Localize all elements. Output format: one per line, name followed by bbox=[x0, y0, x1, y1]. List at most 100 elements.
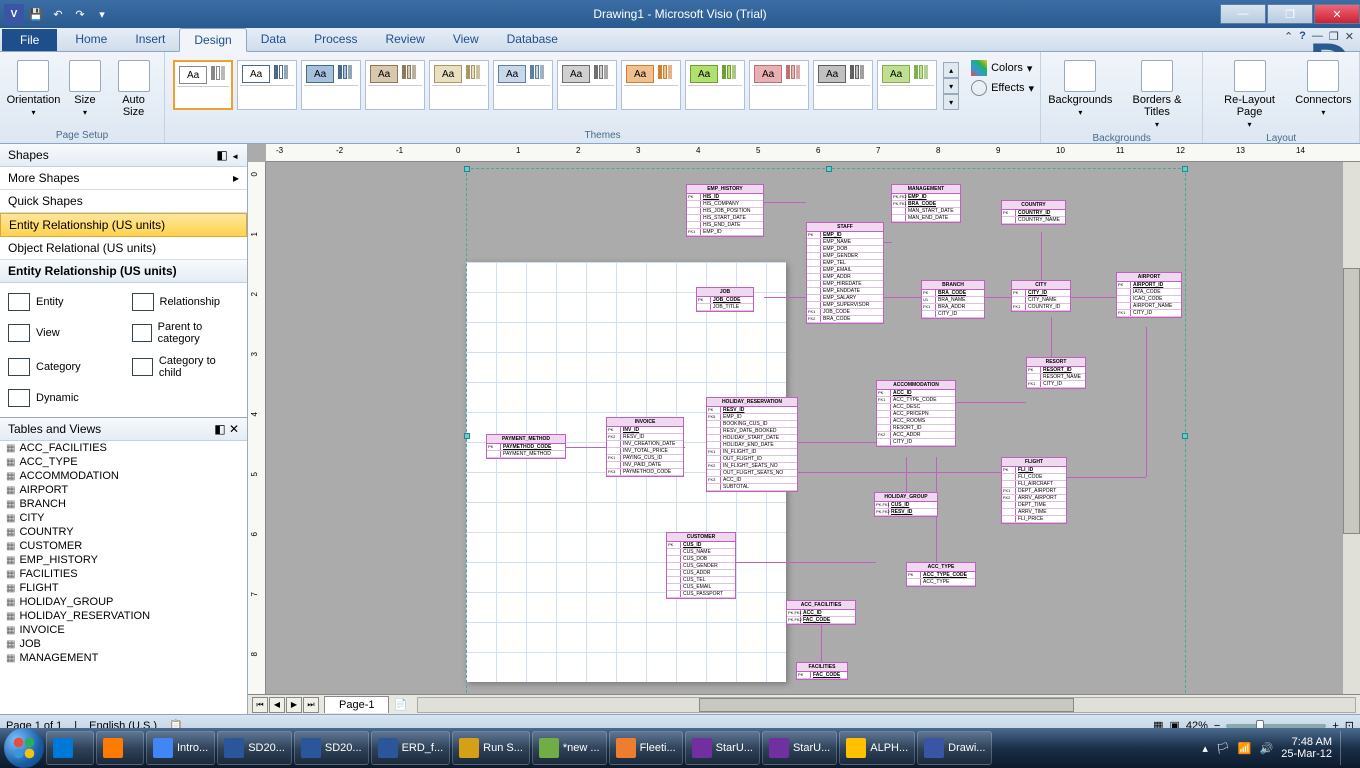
auto-size-button[interactable]: Auto Size bbox=[109, 58, 158, 120]
page-first-button[interactable]: ⏮ bbox=[252, 697, 268, 713]
theme-thumb-6[interactable]: Aa bbox=[557, 60, 617, 110]
page-next-button[interactable]: ▶ bbox=[286, 697, 302, 713]
relationship-line[interactable] bbox=[985, 297, 1011, 298]
table-flight[interactable]: FLIGHT bbox=[0, 581, 247, 595]
shapes-collapse-icon[interactable]: ◧ bbox=[216, 148, 227, 162]
entity-flight[interactable]: FLIGHTPKFLI_IDFLI_CODEFLI_AIRCRAFTFK1DEP… bbox=[1001, 457, 1067, 524]
themes-gallery[interactable]: AaAaAaAaAaAaAaAaAaAaAaAa bbox=[171, 58, 939, 112]
theme-thumb-5[interactable]: Aa bbox=[493, 60, 553, 110]
stencil-entity-relationship-us-units-[interactable]: Entity Relationship (US units) bbox=[0, 213, 247, 237]
ribbon-tab-database[interactable]: Database bbox=[493, 28, 572, 51]
table-holiday_reservation[interactable]: HOLIDAY_RESERVATION bbox=[0, 609, 247, 623]
tables-list[interactable]: ACC_FACILITIESACC_TYPEACCOMMODATIONAIRPO… bbox=[0, 441, 247, 714]
table-invoice[interactable]: INVOICE bbox=[0, 623, 247, 637]
table-job[interactable]: JOB bbox=[0, 637, 247, 651]
relationship-line[interactable] bbox=[821, 622, 822, 662]
table-acc_facilities[interactable]: ACC_FACILITIES bbox=[0, 441, 247, 455]
theme-thumb-3[interactable]: Aa bbox=[365, 60, 425, 110]
table-city[interactable]: CITY bbox=[0, 511, 247, 525]
relationship-line[interactable] bbox=[736, 562, 876, 563]
drawing-canvas[interactable]: EMP_HISTORYPKHIS_IDHIS_COMPANYHIS_JOB_PO… bbox=[266, 162, 1342, 694]
shape-relationship[interactable]: Relationship bbox=[128, 289, 244, 315]
table-facilities[interactable]: FACILITIES bbox=[0, 567, 247, 581]
shape-parent-to-category[interactable]: Parent to category bbox=[128, 317, 244, 349]
taskbar-item[interactable]: StarU... bbox=[762, 731, 837, 765]
entity-holiday_group[interactable]: HOLIDAY_GROUPPK,FK1CUS_IDPK,FK2RESV_ID bbox=[874, 492, 938, 517]
add-page-button[interactable]: 📄 bbox=[393, 698, 407, 711]
vertical-scrollbar[interactable] bbox=[1342, 162, 1360, 694]
entity-job[interactable]: JOBPKJOB_CODEJOB_TITLE bbox=[696, 287, 754, 312]
relationship-line[interactable] bbox=[1067, 477, 1146, 478]
table-airport[interactable]: AIRPORT bbox=[0, 483, 247, 497]
relationship-line[interactable] bbox=[1051, 317, 1052, 357]
taskbar-item[interactable]: Intro... bbox=[146, 731, 215, 765]
visio-icon[interactable]: V bbox=[4, 4, 24, 24]
table-branch[interactable]: BRANCH bbox=[0, 497, 247, 511]
table-accommodation[interactable]: ACCOMMODATION bbox=[0, 469, 247, 483]
tray-network-icon[interactable]: 📶 bbox=[1238, 742, 1252, 755]
show-desktop-button[interactable] bbox=[1340, 731, 1348, 765]
tray-flag-icon[interactable]: 🏳 bbox=[1216, 742, 1230, 755]
horizontal-scrollbar[interactable] bbox=[417, 697, 1356, 713]
taskbar-item[interactable]: SD20... bbox=[217, 731, 292, 765]
shape-dynamic[interactable]: Dynamic bbox=[4, 385, 120, 411]
orientation-button[interactable]: Orientation▾ bbox=[6, 58, 61, 119]
table-emp_history[interactable]: EMP_HISTORY bbox=[0, 553, 247, 567]
taskbar-item[interactable]: Fleeti... bbox=[609, 731, 683, 765]
shape-entity[interactable]: Entity bbox=[4, 289, 120, 315]
doc-close-icon[interactable]: ✕ bbox=[1345, 30, 1354, 43]
entity-city[interactable]: CITYPKCITY_IDCITY_NAMEFK1COUNTRY_ID bbox=[1011, 280, 1071, 312]
taskbar-item[interactable]: ALPH... bbox=[839, 731, 915, 765]
effects-dropdown[interactable]: Effects ▾ bbox=[971, 78, 1034, 98]
page-tab-1[interactable]: Page-1 bbox=[324, 696, 389, 713]
entity-acc_type[interactable]: ACC_TYPEPKACC_TYPE_CODEACC_TYPE bbox=[906, 562, 976, 587]
redo-icon[interactable]: ↷ bbox=[70, 4, 90, 24]
table-holiday_group[interactable]: HOLIDAY_GROUP bbox=[0, 595, 247, 609]
entity-country[interactable]: COUNTRYPKCOUNTRY_IDCOUNTRY_NAME bbox=[1001, 200, 1066, 225]
taskbar-item[interactable]: StarU... bbox=[685, 731, 760, 765]
ribbon-tab-home[interactable]: Home bbox=[61, 28, 121, 51]
file-tab[interactable]: File bbox=[2, 29, 57, 51]
doc-restore-icon[interactable]: ❐ bbox=[1329, 30, 1339, 43]
shape-category-to-child[interactable]: Category to child bbox=[128, 351, 244, 383]
backgrounds-button[interactable]: Backgrounds▾ bbox=[1047, 58, 1114, 119]
theme-thumb-1[interactable]: Aa bbox=[237, 60, 297, 110]
entity-accommodation[interactable]: ACCOMMODATIONPKACC_IDFK1ACC_TYPE_CODEACC… bbox=[876, 380, 956, 447]
entity-customer[interactable]: CUSTOMERPKCUS_IDCUS_NAMECUS_DOBCUS_GENDE… bbox=[666, 532, 736, 599]
shape-category[interactable]: Category bbox=[4, 351, 120, 383]
relationship-line[interactable] bbox=[884, 242, 892, 243]
theme-thumb-9[interactable]: Aa bbox=[749, 60, 809, 110]
relationship-line[interactable] bbox=[906, 457, 907, 492]
tables-collapse-icon[interactable]: ◧ bbox=[214, 422, 225, 436]
taskbar-item[interactable]: SD20... bbox=[294, 731, 369, 765]
tray-volume-icon[interactable]: 🔊 bbox=[1260, 742, 1274, 755]
zoom-slider[interactable] bbox=[1226, 724, 1326, 728]
shape-view[interactable]: View bbox=[4, 317, 120, 349]
save-icon[interactable]: 💾 bbox=[26, 4, 46, 24]
entity-staff[interactable]: STAFFPKEMP_IDEMP_NAMEEMP_DOBEMP_GENDEREM… bbox=[806, 222, 884, 324]
entity-branch[interactable]: BRANCHPKBRA_CODEU1BRA_NAMEFK1BRA_ADDRCIT… bbox=[921, 280, 985, 319]
undo-icon[interactable]: ↶ bbox=[48, 4, 68, 24]
themes-scroll[interactable]: ▴▾▾ bbox=[943, 62, 959, 110]
relationship-line[interactable] bbox=[1146, 327, 1147, 477]
quick-shapes-row[interactable]: Quick Shapes bbox=[0, 190, 247, 213]
theme-thumb-8[interactable]: Aa bbox=[685, 60, 745, 110]
ribbon-tab-view[interactable]: View bbox=[439, 28, 493, 51]
relationship-line[interactable] bbox=[884, 297, 921, 298]
taskbar-item[interactable] bbox=[96, 731, 144, 765]
size-button[interactable]: Size▾ bbox=[65, 58, 105, 119]
stencil-object-relational-us-units-[interactable]: Object Relational (US units) bbox=[0, 237, 247, 260]
help-icon[interactable]: ? bbox=[1299, 30, 1306, 43]
relationship-line[interactable] bbox=[798, 442, 876, 443]
ribbon-tab-process[interactable]: Process bbox=[300, 28, 371, 51]
table-acc_type[interactable]: ACC_TYPE bbox=[0, 455, 247, 469]
relayout-button[interactable]: Re-Layout Page▾ bbox=[1209, 58, 1289, 131]
table-management[interactable]: MANAGEMENT bbox=[0, 651, 247, 665]
connectors-button[interactable]: Connectors▾ bbox=[1294, 58, 1353, 119]
ribbon-tab-review[interactable]: Review bbox=[371, 28, 438, 51]
taskbar-item[interactable]: *new ... bbox=[532, 731, 607, 765]
start-button[interactable] bbox=[4, 728, 44, 768]
relationship-line[interactable] bbox=[798, 472, 1001, 473]
clock[interactable]: 7:48 AM25-Mar-12 bbox=[1281, 736, 1332, 760]
maximize-button[interactable]: ❐ bbox=[1267, 4, 1313, 24]
